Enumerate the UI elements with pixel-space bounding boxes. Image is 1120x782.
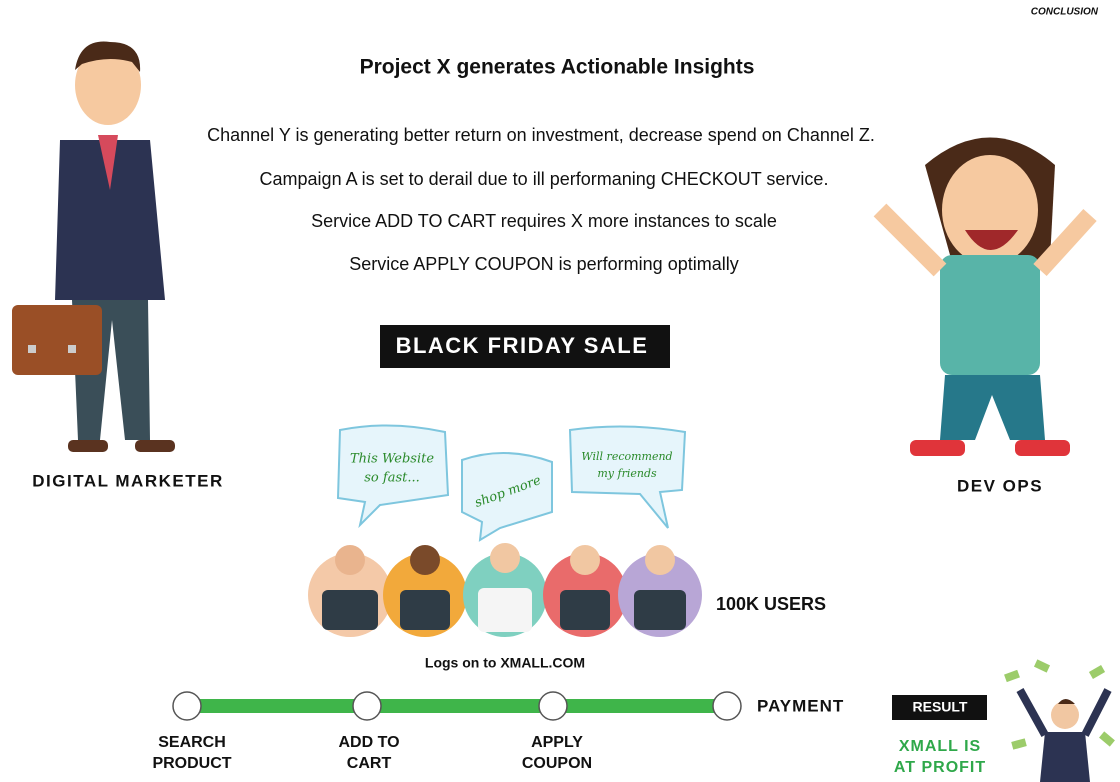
- persona-label: DEV OPS: [957, 476, 1043, 495]
- bubble-text: Will recommend: [581, 450, 672, 463]
- section-label: CONCLUSION: [1031, 7, 1099, 18]
- flow-node: [353, 692, 381, 720]
- profit-figure: [1004, 659, 1115, 782]
- persona-label: DIGITAL MARKETER: [32, 471, 223, 490]
- insight: Service APPLY COUPON is performing optim…: [349, 254, 738, 274]
- devops-figure: [880, 138, 1090, 457]
- flow-node: [173, 692, 201, 720]
- users-label: 100K USERS: [716, 594, 826, 614]
- users-group: [308, 543, 702, 637]
- page: CONCLUSION Project X generates Actionabl…: [0, 0, 1120, 782]
- marketer-figure: [12, 42, 175, 452]
- flow-step: APPLY: [531, 734, 583, 751]
- flow-step: SEARCH: [158, 734, 226, 751]
- bubble-text: my friends: [597, 467, 657, 480]
- result-badge: RESULT: [913, 699, 968, 715]
- logon-label: Logs on to XMALL.COM: [425, 655, 585, 671]
- flow-node: [539, 692, 567, 720]
- bubble-text: so fast...: [364, 471, 420, 486]
- result-text: XMALL IS: [899, 738, 981, 755]
- insight: Campaign A is set to derail due to ill p…: [260, 169, 829, 189]
- bubble-text: This Website: [350, 452, 434, 467]
- result-text: AT PROFIT: [894, 759, 986, 776]
- flow-step: COUPON: [522, 755, 592, 772]
- flow-step: CART: [347, 755, 392, 772]
- flow-step: PAYMENT: [757, 696, 844, 715]
- banner: BLACK FRIDAY SALE: [396, 333, 649, 358]
- flow-node: [713, 692, 741, 720]
- slide: CONCLUSION Project X generates Actionabl…: [0, 0, 1120, 782]
- insight: Channel Y is generating better return on…: [207, 125, 875, 145]
- title: Project X generates Actionable Insights: [360, 56, 755, 79]
- flow-step: ADD TO: [338, 734, 399, 751]
- insight: Service ADD TO CART requires X more inst…: [311, 211, 777, 231]
- flow-step: PRODUCT: [152, 755, 231, 772]
